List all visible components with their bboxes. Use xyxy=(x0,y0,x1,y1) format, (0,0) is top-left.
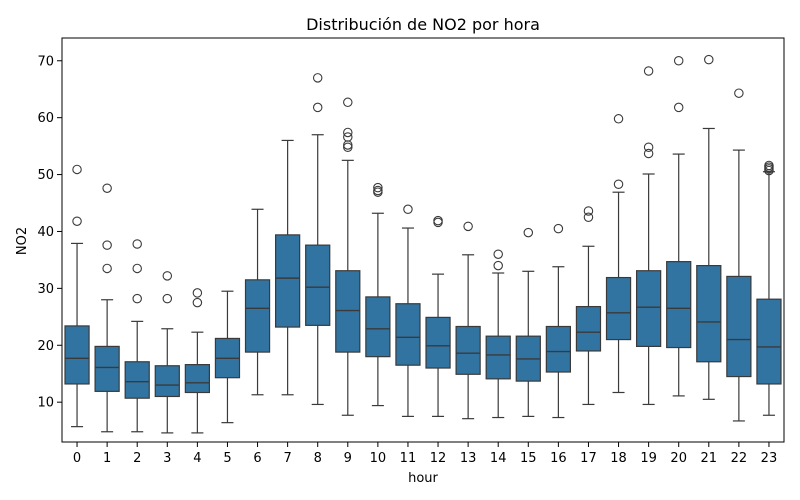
x-tick-label: 4 xyxy=(193,451,201,466)
outlier-point xyxy=(72,164,82,175)
outlier-point xyxy=(343,142,353,153)
y-tick-label: 20 xyxy=(37,339,54,354)
y-tick-label: 40 xyxy=(37,225,54,240)
outlier-point xyxy=(493,249,503,259)
x-tick-label: 17 xyxy=(580,451,597,466)
x-tick-label: 6 xyxy=(253,451,261,466)
box xyxy=(425,316,451,369)
x-tick-label: 14 xyxy=(490,451,507,466)
outlier-point xyxy=(734,88,744,98)
outlier-point xyxy=(403,204,413,215)
x-tick-label: 2 xyxy=(133,451,141,466)
outlier-point xyxy=(162,271,173,281)
outlier-point xyxy=(312,102,323,113)
box xyxy=(94,345,120,392)
outlier-point xyxy=(373,185,383,196)
outlier-point xyxy=(192,297,203,308)
plot-frame xyxy=(61,37,785,443)
box xyxy=(274,234,301,328)
outlier-point xyxy=(673,56,684,66)
x-tick-label: 16 xyxy=(550,451,567,466)
y-axis-label: NO2 xyxy=(15,227,30,255)
x-tick-label: 12 xyxy=(430,451,447,466)
outlier-point xyxy=(132,263,142,274)
outlier-point xyxy=(433,215,443,226)
outlier-point xyxy=(343,127,353,138)
box xyxy=(365,296,391,358)
x-tick-label: 22 xyxy=(731,451,748,466)
outlier-point xyxy=(343,97,353,108)
x-tick-label: 20 xyxy=(670,451,687,466)
outlier-point xyxy=(704,54,714,65)
box xyxy=(244,279,271,353)
x-tick-label: 0 xyxy=(73,451,81,466)
box xyxy=(545,325,572,373)
outlier-point xyxy=(102,263,112,274)
outlier-point xyxy=(613,179,624,189)
x-tick-label: 1 xyxy=(103,451,111,466)
box xyxy=(154,365,180,398)
x-tick-label: 5 xyxy=(223,451,231,466)
x-tick-label: 18 xyxy=(610,451,627,466)
box xyxy=(756,298,782,385)
x-tick-label: 7 xyxy=(283,451,291,466)
outlier-point xyxy=(643,148,654,159)
box xyxy=(335,270,361,353)
box xyxy=(726,275,752,378)
box xyxy=(305,244,331,326)
y-tick-label: 30 xyxy=(37,282,54,297)
outlier-point xyxy=(312,73,323,83)
outlier-point xyxy=(583,206,594,216)
outlier-point xyxy=(343,132,353,142)
x-tick-label: 15 xyxy=(520,451,537,466)
box xyxy=(124,361,150,399)
box xyxy=(635,270,662,348)
outlier-point xyxy=(72,216,82,226)
outlier-point xyxy=(463,221,473,232)
box xyxy=(395,303,421,366)
x-tick-label: 10 xyxy=(370,451,387,466)
y-tick-label: 70 xyxy=(37,54,54,69)
y-tick-label: 10 xyxy=(37,396,54,411)
x-axis-label: hour xyxy=(408,471,438,486)
outlier-point xyxy=(764,160,774,171)
x-tick-label: 8 xyxy=(314,451,322,466)
x-tick-label: 9 xyxy=(344,451,352,466)
outlier-point xyxy=(192,288,203,298)
outlier-point xyxy=(643,66,654,76)
box xyxy=(485,335,511,380)
outlier-point xyxy=(583,212,594,222)
outlier-point xyxy=(643,142,654,153)
outlier-point xyxy=(132,239,142,249)
outlier-point xyxy=(102,183,112,193)
box xyxy=(184,364,211,394)
outlier-point xyxy=(613,114,624,124)
x-tick-label: 21 xyxy=(701,451,718,466)
outlier-point xyxy=(132,293,142,304)
box xyxy=(696,265,722,363)
box xyxy=(64,325,90,385)
x-tick-label: 23 xyxy=(761,451,778,466)
x-tick-label: 13 xyxy=(460,451,477,466)
outlier-point xyxy=(673,102,684,113)
chart-title: Distribución de NO2 por hora xyxy=(306,15,540,34)
y-tick-label: 60 xyxy=(37,111,54,126)
outlier-point xyxy=(102,240,112,250)
box xyxy=(455,325,481,375)
x-tick-label: 11 xyxy=(400,451,417,466)
outlier-point xyxy=(162,293,173,304)
box xyxy=(575,305,602,352)
box xyxy=(666,261,692,349)
y-tick-label: 50 xyxy=(37,168,54,183)
box xyxy=(605,276,632,341)
outlier-point xyxy=(493,260,503,271)
outlier-point xyxy=(373,182,383,193)
x-tick-label: 19 xyxy=(640,451,657,466)
x-tick-label: 3 xyxy=(163,451,171,466)
outlier-point xyxy=(523,227,534,238)
outlier-point xyxy=(553,223,564,234)
